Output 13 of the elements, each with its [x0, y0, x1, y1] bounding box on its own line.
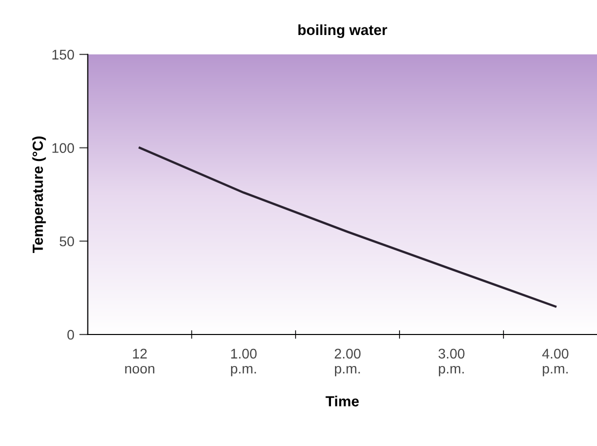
x-tick-label: 2.00 p.m. [334, 348, 361, 376]
y-tick-label: 50 [60, 236, 74, 246]
y-tick-label: 150 [52, 50, 74, 60]
y-tick-label: 0 [67, 330, 74, 340]
chart-title: boiling water [298, 24, 388, 38]
x-tick-label: 4.00 p.m. [542, 348, 568, 376]
y-axis-title: Temperature (°C) [32, 136, 46, 253]
y-tick-label: 100 [52, 143, 74, 153]
x-tick-label: 1.00 p.m. [231, 348, 257, 376]
x-tick-label: 12 noon [125, 348, 154, 374]
x-axis-title: Time [326, 396, 359, 406]
x-tick-label: 3.00 p.m. [438, 348, 464, 376]
line-series [138, 146, 557, 308]
